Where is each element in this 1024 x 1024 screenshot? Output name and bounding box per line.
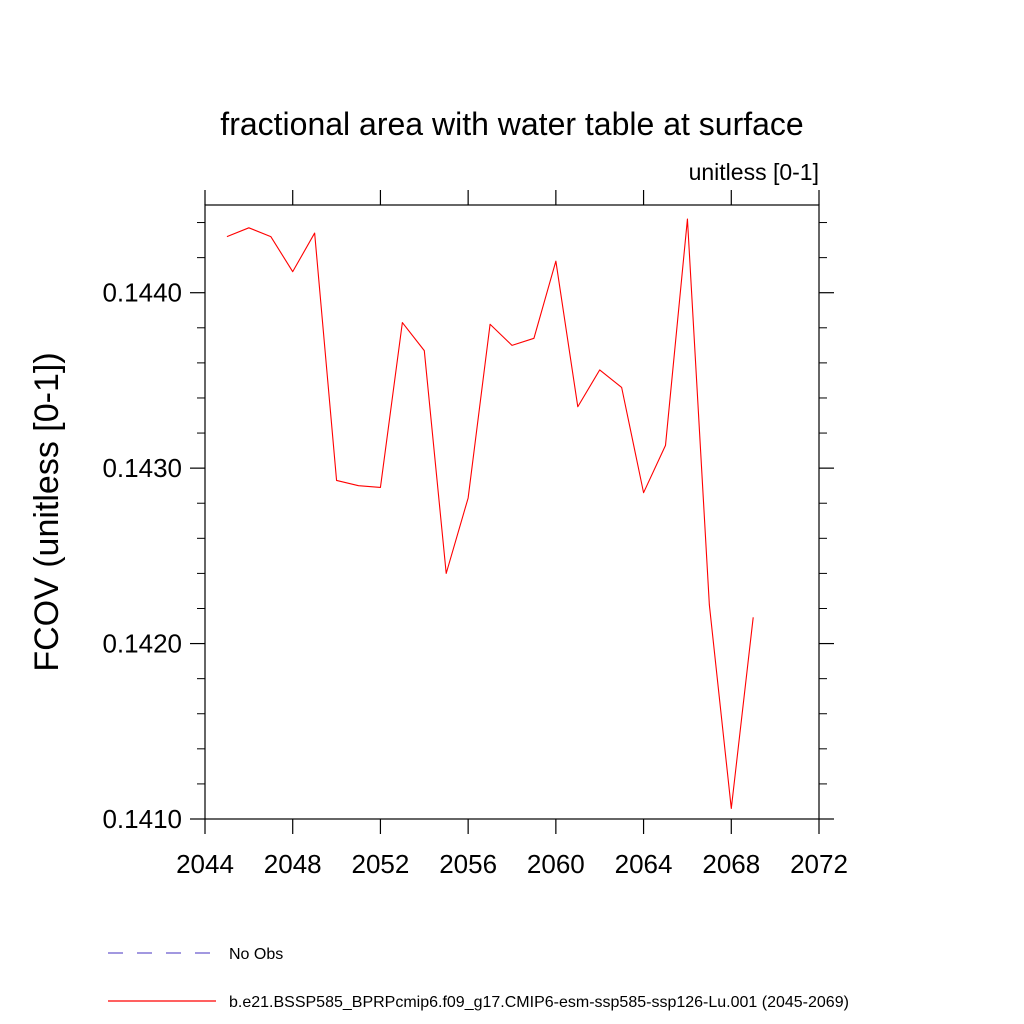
x-tick-label: 2072 bbox=[790, 849, 848, 879]
y-tick-labels: 0.1410 0.1420 0.1430 0.1440 bbox=[102, 278, 182, 834]
y-tick-label: 0.1420 bbox=[102, 629, 182, 659]
x-tick-label: 2068 bbox=[702, 849, 760, 879]
legend-label-model-run: b.e21.BSSP585_BPRPcmip6.f09_g17.CMIP6-es… bbox=[229, 994, 849, 1011]
y-axis-label: FCOV (unitless [0-1]) bbox=[28, 352, 66, 671]
units-label: unitless [0-1] bbox=[689, 159, 819, 185]
x-tick-label: 2048 bbox=[264, 849, 322, 879]
series-layer bbox=[226, 218, 754, 810]
x-tick-label: 2044 bbox=[176, 849, 234, 879]
legend-item-model-run: b.e21.BSSP585_BPRPcmip6.f09_g17.CMIP6-es… bbox=[108, 994, 849, 1011]
y-tick-label: 0.1410 bbox=[102, 804, 182, 834]
series-line-1 bbox=[226, 218, 754, 810]
chart-title: fractional area with water table at surf… bbox=[220, 106, 803, 142]
y-tick-label: 0.1430 bbox=[102, 453, 182, 483]
plot-frame bbox=[204, 204, 820, 820]
y-tick-label: 0.1440 bbox=[102, 278, 182, 308]
legend-label-no-obs: No Obs bbox=[229, 946, 283, 963]
axis-ticks bbox=[190, 190, 834, 834]
x-tick-label: 2052 bbox=[352, 849, 410, 879]
x-tick-label: 2060 bbox=[527, 849, 585, 879]
legend: No Obs b.e21.BSSP585_BPRPcmip6.f09_g17.C… bbox=[108, 946, 849, 1011]
legend-item-no-obs: No Obs bbox=[108, 946, 283, 963]
x-tick-label: 2064 bbox=[615, 849, 673, 879]
x-tick-labels: 2044 2048 2052 2056 2060 2064 2068 2072 bbox=[176, 849, 848, 879]
x-tick-label: 2056 bbox=[439, 849, 497, 879]
